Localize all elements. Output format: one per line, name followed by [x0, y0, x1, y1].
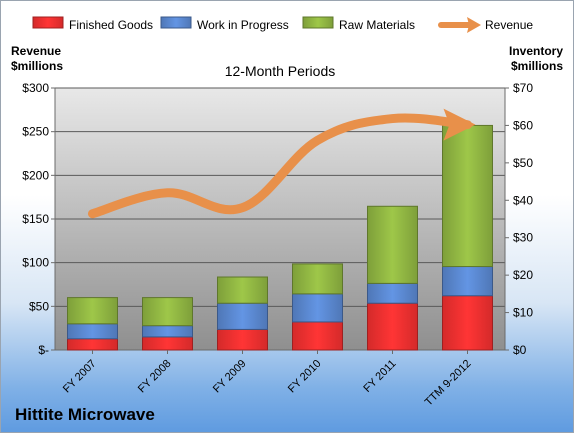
- x-tick-label: FY 2011: [361, 358, 398, 395]
- x-tick-label: FY 2008: [136, 358, 174, 396]
- company-name: Hittite Microwave: [15, 405, 155, 424]
- revenue-line: [88, 113, 472, 219]
- left-tick-label: $250: [22, 125, 49, 139]
- x-tick-label: FY 2010: [286, 358, 324, 396]
- left-tick-label: $100: [22, 256, 49, 270]
- right-tick-label: $20: [513, 268, 533, 282]
- bar-segment: [217, 276, 268, 304]
- right-tick-label: $10: [513, 306, 533, 320]
- right-axis-title: $millions: [511, 59, 563, 73]
- bar-segment: [442, 124, 493, 268]
- legend-label: Finished Goods: [69, 18, 153, 32]
- bar-segment: [67, 297, 118, 325]
- legend-label: Work in Progress: [197, 18, 289, 32]
- left-tick-label: $150: [22, 212, 49, 226]
- right-axis-title: Inventory: [509, 44, 563, 58]
- right-tick-label: $60: [513, 118, 533, 132]
- x-tick-label: FY 2007: [61, 358, 99, 396]
- legend-label: Revenue: [485, 18, 533, 32]
- bar-segment: [217, 302, 268, 330]
- left-tick-label: $-: [38, 343, 49, 357]
- right-tick-label: $70: [513, 81, 533, 95]
- bar-segment: [217, 328, 268, 351]
- bar-segment: [292, 321, 343, 351]
- legend-swatch: [160, 16, 192, 29]
- revenue-arrowhead: [443, 108, 476, 141]
- bar-segment: [67, 323, 118, 340]
- legend-swatch: [32, 16, 64, 29]
- left-axis-title: Revenue: [11, 44, 61, 58]
- bar-segment: [142, 325, 193, 338]
- chart-subtitle: 12-Month Periods: [225, 63, 336, 79]
- bar-segment: [442, 266, 493, 297]
- left-tick-label: $200: [22, 168, 49, 182]
- right-tick-label: $0: [513, 343, 527, 357]
- legend-revenue-arrow: [467, 17, 481, 33]
- bar-segment: [367, 282, 418, 304]
- right-tick-label: $40: [513, 193, 533, 207]
- bar-segment: [142, 297, 193, 327]
- bar-segment: [142, 336, 193, 351]
- bar-segment: [367, 302, 418, 351]
- bar-segment: [442, 295, 493, 351]
- left-tick-label: $50: [29, 299, 49, 313]
- bar-segment: [292, 293, 343, 323]
- bar-segment: [67, 338, 118, 351]
- bar-segment: [367, 205, 418, 284]
- left-axis-title: $millions: [11, 59, 63, 73]
- right-tick-label: $50: [513, 156, 533, 170]
- left-tick-label: $300: [22, 81, 49, 95]
- x-tick-label: TTM 9-2012: [423, 358, 474, 409]
- right-tick-label: $30: [513, 231, 533, 245]
- legend-swatch: [302, 16, 334, 29]
- x-tick-label: FY 2009: [211, 358, 249, 396]
- bar-segment: [292, 263, 343, 295]
- legend-label: Raw Materials: [339, 18, 415, 32]
